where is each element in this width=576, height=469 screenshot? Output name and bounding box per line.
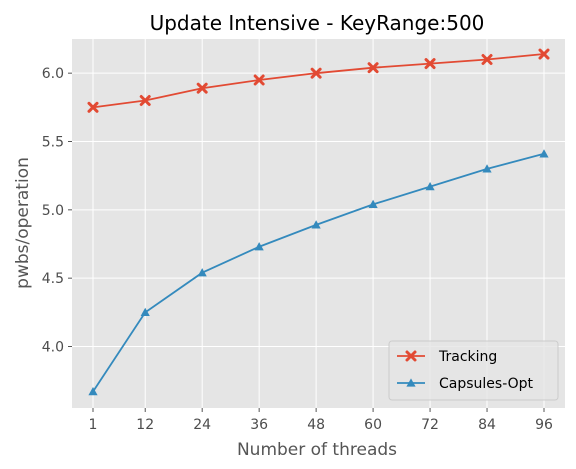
series-tracking bbox=[87, 48, 550, 113]
x-tick-label: 12 bbox=[136, 417, 154, 433]
chart-title: Update Intensive - KeyRange:500 bbox=[150, 11, 485, 35]
legend-box bbox=[388, 340, 559, 401]
data-point bbox=[425, 182, 435, 191]
data-point bbox=[482, 164, 492, 173]
data-point bbox=[140, 307, 150, 317]
x-tick-label: 84 bbox=[478, 417, 496, 433]
x-tick-label: 60 bbox=[364, 417, 382, 433]
y-tick-labels: 4.0 4.5 5.0 5.5 6.0 bbox=[42, 66, 72, 356]
legend-label: Tracking bbox=[438, 349, 497, 365]
data-point bbox=[87, 101, 99, 113]
series-capsules-opt bbox=[88, 149, 549, 396]
data-point bbox=[538, 48, 550, 60]
legend-item: Tracking bbox=[397, 349, 497, 365]
data-point bbox=[311, 220, 321, 229]
y-tick-label: 5.5 bbox=[42, 135, 64, 151]
x-tick-label: 36 bbox=[250, 417, 268, 433]
data-point bbox=[367, 62, 379, 74]
y-tick-label: 5.0 bbox=[42, 203, 64, 219]
data-point bbox=[253, 74, 265, 86]
data-point bbox=[481, 54, 493, 65]
x-tick-label: 1 bbox=[89, 417, 98, 433]
x-tick-labels: 1 12 24 36 48 60 72 84 96 bbox=[89, 408, 553, 433]
y-axis-label: pwbs/operation bbox=[13, 157, 33, 289]
y-tick-label: 6.0 bbox=[42, 66, 64, 82]
y-tick-label: 4.5 bbox=[42, 271, 64, 287]
data-point bbox=[368, 199, 378, 209]
data-point bbox=[196, 82, 208, 94]
x-axis-label: Number of threads bbox=[237, 440, 397, 460]
data-point bbox=[539, 149, 549, 158]
data-point bbox=[424, 58, 436, 70]
x-tick-label: 48 bbox=[307, 417, 325, 433]
x-tick-label: 24 bbox=[193, 417, 211, 433]
y-tick-label: 4.0 bbox=[42, 340, 64, 356]
legend-swatch-marker bbox=[405, 350, 417, 362]
x-tick-label: 72 bbox=[421, 417, 439, 433]
data-point bbox=[310, 67, 322, 79]
legend: Tracking Capsules-Opt bbox=[388, 340, 559, 401]
legend-label: Capsules-Opt bbox=[439, 376, 534, 392]
series-group bbox=[87, 48, 550, 396]
data-point bbox=[254, 242, 264, 251]
data-point bbox=[197, 268, 207, 277]
data-point bbox=[88, 387, 98, 396]
data-point bbox=[139, 95, 151, 106]
legend-item: Capsules-Opt bbox=[397, 376, 534, 392]
x-tick-label: 96 bbox=[535, 417, 553, 433]
legend-swatch-marker bbox=[406, 378, 416, 387]
